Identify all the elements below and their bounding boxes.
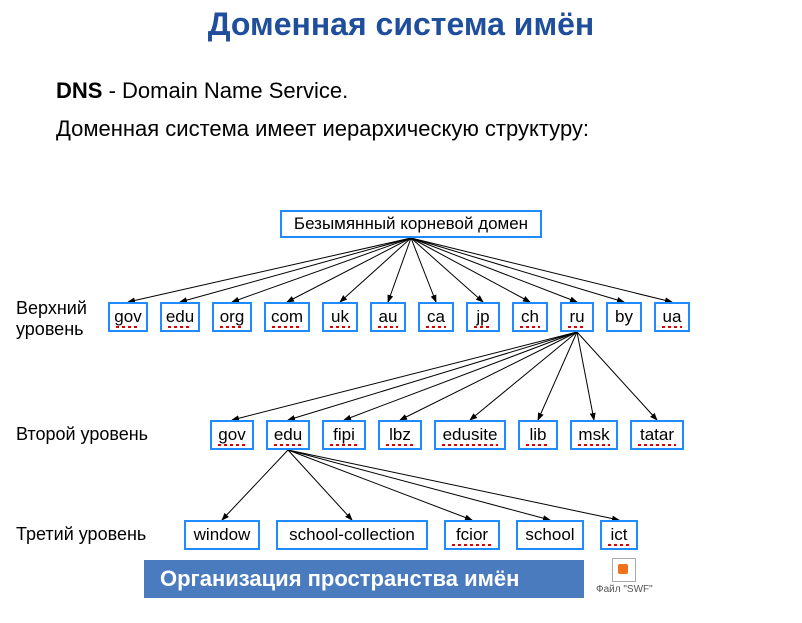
file-attachment[interactable]: Файл "SWF" [596, 558, 653, 595]
node-l2-fipi: fipi [322, 420, 366, 450]
intro-line-1: DNS - Domain Name Service. [56, 78, 348, 104]
label-level-1: Верхний уровень [16, 298, 87, 339]
node-l1-au: au [370, 302, 406, 332]
node-l1-ua: ua [654, 302, 690, 332]
file-caption: Файл "SWF" [596, 584, 653, 595]
intro-bold: DNS [56, 78, 102, 103]
node-l1-ca: ca [418, 302, 454, 332]
node-l1-com: com [264, 302, 310, 332]
intro-rest: - Domain Name Service. [102, 78, 348, 103]
node-l2-lib: lib [518, 420, 558, 450]
node-l2-edusite: edusite [434, 420, 506, 450]
node-l1-jp: jp [466, 302, 500, 332]
node-l2-edu: edu [266, 420, 310, 450]
node-l3-ict: ict [600, 520, 638, 550]
node-l2-tatar: tatar [630, 420, 684, 450]
swf-file-icon [612, 558, 636, 582]
node-l3-window: window [184, 520, 260, 550]
node-l3-fcior: fcior [444, 520, 500, 550]
node-l2-gov: gov [210, 420, 254, 450]
node-l1-edu: edu [160, 302, 200, 332]
node-l1-uk: uk [322, 302, 358, 332]
label-level-3: Третий уровень [16, 524, 146, 545]
footer-text: Организация пространства имён [160, 566, 519, 592]
node-l1-by: by [606, 302, 642, 332]
node-l3-school: school [516, 520, 584, 550]
node-l1-ch: ch [512, 302, 548, 332]
node-l3-school-collection: school-collection [276, 520, 428, 550]
intro-line-2: Доменная система имеет иерархическую стр… [56, 116, 589, 142]
label-level-2: Второй уровень [16, 424, 148, 445]
footer-bar: Организация пространства имён [144, 560, 584, 598]
node-l1-ru: ru [560, 302, 594, 332]
page-title: Доменная система имён [0, 6, 802, 43]
node-l1-org: org [212, 302, 252, 332]
node-l2-lbz: lbz [378, 420, 422, 450]
node-l1-gov: gov [108, 302, 148, 332]
node-root: Безымянный корневой домен [280, 210, 542, 238]
node-l2-msk: msk [570, 420, 618, 450]
